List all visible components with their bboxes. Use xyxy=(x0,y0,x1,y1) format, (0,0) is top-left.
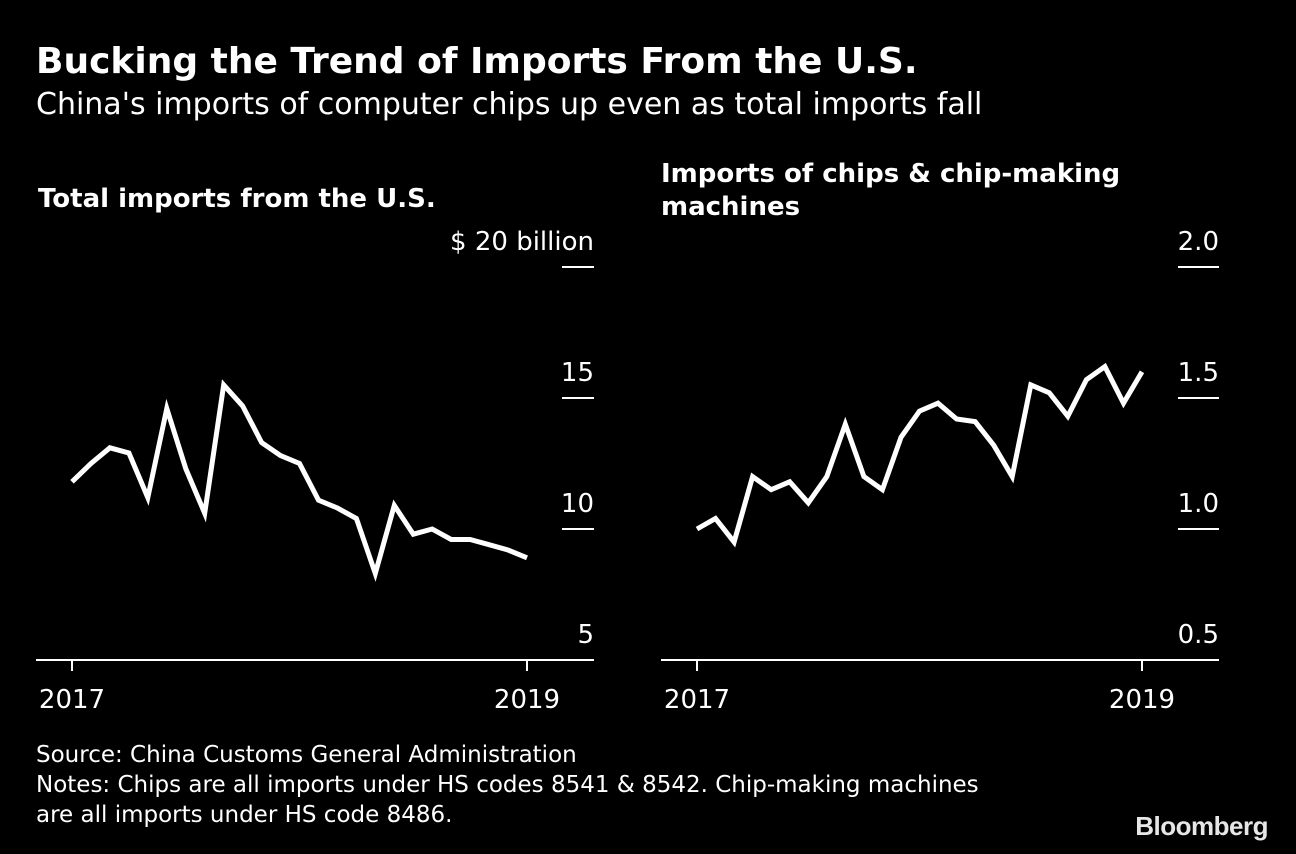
y-tick-label: 2.0 xyxy=(1178,227,1219,257)
footer: Source: China Customs General Administra… xyxy=(36,740,979,830)
x-tick-label: 2019 xyxy=(494,685,560,715)
y-tick-label: 5 xyxy=(577,620,594,650)
series-line xyxy=(695,362,1145,548)
y-tick-label: 15 xyxy=(561,358,594,388)
y-tick-label: 1.0 xyxy=(1178,489,1219,519)
y-tick-label: 1.5 xyxy=(1178,358,1219,388)
chart-subtitle: China's imports of computer chips up eve… xyxy=(36,87,983,122)
x-tick-label: 2017 xyxy=(39,685,105,715)
series-line xyxy=(70,379,528,582)
bloomberg-logo: Bloomberg xyxy=(1135,811,1268,841)
x-tick-label: 2017 xyxy=(664,685,730,715)
notes-line-2: are all imports under HS code 8486. xyxy=(36,802,453,828)
chart-title: Bucking the Trend of Imports From the U.… xyxy=(36,41,918,82)
y-tick-label: 0.5 xyxy=(1178,620,1219,650)
panel-title-total-imports: Total imports from the U.S. xyxy=(38,184,436,214)
notes-line-1: Notes: Chips are all imports under HS co… xyxy=(36,772,979,798)
y-tick-label: 10 xyxy=(561,489,594,519)
panel-title-chip-imports: Imports of chips & chip-making machines xyxy=(661,159,1121,222)
x-tick-label: 2019 xyxy=(1109,685,1175,715)
y-tick-label: $ 20 billion xyxy=(450,227,594,257)
source-note: Source: China Customs General Administra… xyxy=(36,742,577,768)
